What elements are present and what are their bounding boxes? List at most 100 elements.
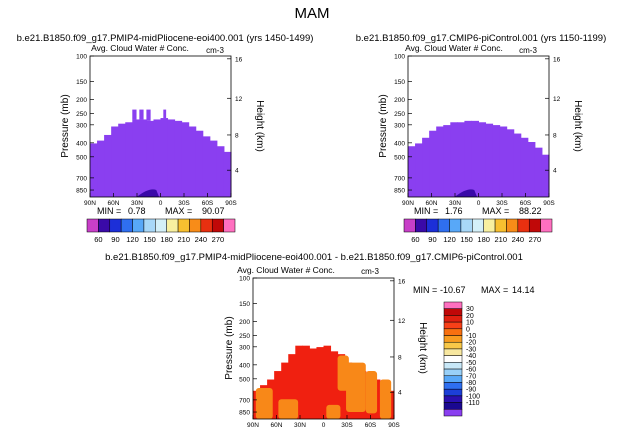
panel3-colorbar-box	[443, 388, 463, 397]
panel2-cell	[436, 126, 444, 197]
panel1-xtick-label: 90S	[225, 200, 237, 207]
panel1-cell	[188, 126, 197, 197]
panel2-colorbar-box	[517, 218, 530, 233]
panel1-cell	[111, 126, 119, 197]
panel3-ytick-label: 150	[239, 301, 250, 308]
panel3-cell	[323, 345, 332, 419]
panel1-colorbar-box	[86, 218, 99, 233]
panel2-cell	[492, 125, 501, 197]
panel2-y2tick-label: 12	[553, 96, 561, 103]
panel2-y2tick-label: 16	[553, 56, 561, 63]
panel1-cell	[202, 136, 211, 197]
panel1-colorbar-box	[189, 218, 202, 233]
panel1-ytick-label: 400	[76, 140, 87, 147]
panel2-cell	[429, 130, 437, 197]
panel1-cell	[216, 146, 225, 197]
panel2-xtick-label: 60S	[520, 200, 532, 207]
panel2-cell	[478, 122, 487, 197]
panel3-ytick-label: 250	[239, 333, 250, 340]
panel3-ytick-label: 300	[239, 344, 250, 351]
panel1-ytick-label: 500	[76, 154, 87, 161]
panel1-cell	[104, 134, 112, 197]
panel2-cell	[499, 126, 508, 197]
panel2-max-label: MAX =	[482, 206, 509, 216]
panel1-ytick-label: 150	[76, 79, 87, 86]
panel3-xtick-label: 60N	[271, 422, 283, 429]
panel1-ytick-label: 200	[76, 97, 87, 104]
panel1-min-value: 0.78	[128, 206, 146, 216]
panel3-min-label: MIN =	[413, 285, 437, 295]
panel1-spike	[163, 109, 167, 119]
panel2-colorbar-box	[528, 218, 541, 233]
panel3-colorbar-label: -30	[466, 346, 476, 353]
panel1-xtick-label: 30S	[178, 200, 190, 207]
panel1-cell	[167, 119, 176, 197]
panel3-xtick-label: 30S	[341, 422, 353, 429]
panel2-cell	[471, 120, 479, 197]
panel1-min-label: MIN =	[97, 206, 121, 216]
panel2-cell	[506, 129, 515, 197]
panel3-cell	[281, 362, 289, 419]
panel2-ytick-label: 200	[394, 97, 405, 104]
panel2-min-value: 1.76	[445, 206, 463, 216]
panel3-field	[253, 345, 395, 419]
panel1-colorbar-box	[177, 218, 190, 233]
panel3-colorbar: 3020100-10-20-30-40-50-60-70-80-90-100-1…	[443, 301, 480, 417]
panel1-colorbar-label: 120	[126, 235, 139, 244]
panel1-colorbar-box	[143, 218, 156, 233]
panel1-colorbar-box	[109, 218, 122, 233]
panel3-colorbar-box	[443, 402, 463, 410]
panel2-y2tick-label: 4	[553, 168, 557, 175]
panel1-colorbar-label: 60	[94, 235, 102, 244]
panel3-colorbar-label: 20	[466, 313, 474, 320]
panel2-colorbar-box	[540, 218, 553, 233]
panel3-colorbar-label: -90	[466, 387, 476, 394]
panel2-xtick-label: 0	[477, 200, 481, 207]
panel3-colorbar-label: -50	[466, 360, 476, 367]
panel3-ytick-label: 850	[239, 410, 250, 417]
panel3-colorbar-box	[443, 301, 463, 309]
panel3-colorbar-label: -40	[466, 353, 476, 360]
panel1-colorbar-box	[98, 218, 111, 233]
panel3-xtick-label: 0	[322, 422, 326, 429]
panel2-colorbar-box	[506, 218, 519, 233]
panel3-cell	[274, 371, 282, 419]
panel1-max-label: MAX =	[165, 206, 192, 216]
panel3-cell	[330, 351, 339, 419]
panel1-subtitle: Avg. Cloud Water # Conc.	[91, 43, 189, 53]
panel3-colorbar-box	[443, 348, 463, 356]
panel2-subtitle: Avg. Cloud Water # Conc.	[405, 43, 503, 53]
panel1-cell	[174, 120, 183, 197]
panel3-ytick-label: 400	[239, 362, 250, 369]
panel1-ytick-label: 300	[76, 122, 87, 129]
panel2-colorbar-label: 60	[411, 235, 419, 244]
panel1-xtick-label: 30N	[131, 200, 143, 207]
panel1-cell	[125, 122, 133, 197]
panel3-colorbar-label: -100	[466, 393, 480, 400]
panel3-y2tick-label: 4	[398, 390, 402, 397]
panel2-colorbar-label: 150	[460, 235, 473, 244]
panel3-colorbar-label: -70	[466, 373, 476, 380]
panel2-colorbar-label: 180	[477, 235, 490, 244]
panel2-min-label: MIN =	[414, 206, 438, 216]
panel3-colorbar-box	[443, 395, 463, 403]
panel2-cell	[520, 137, 529, 197]
panel2-cell	[541, 154, 550, 197]
panel1-title: b.e21.B1850.f09_g17.PMIP4-midPliocene-eo…	[17, 33, 314, 44]
panel3-colorbar-label: -10	[466, 333, 476, 340]
panel3-anomaly	[326, 404, 341, 419]
panel1-cell	[160, 118, 169, 197]
panel2-cell	[408, 146, 416, 197]
panel3-colorbar-box	[443, 341, 463, 350]
panel1-colorbar-box	[155, 218, 167, 233]
panel1-colorbar-label: 240	[195, 235, 208, 244]
panel2-cell	[443, 125, 451, 197]
panel2-ytick-label: 500	[394, 154, 405, 161]
panel1-xtick-label: 0	[159, 200, 163, 207]
panel3-colorbar-box	[443, 409, 463, 417]
panel2-lowcloud	[454, 189, 478, 197]
panel1-xtick-label: 90N	[84, 200, 96, 207]
panel3-max-label: MAX =	[481, 285, 508, 295]
